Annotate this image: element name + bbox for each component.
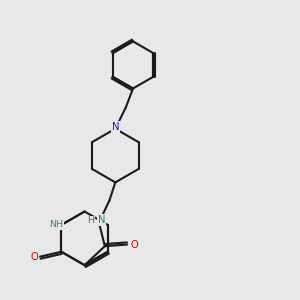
Text: NH: NH: [50, 220, 63, 230]
Text: O: O: [30, 252, 38, 262]
Text: N: N: [112, 122, 119, 132]
Text: H: H: [87, 217, 94, 226]
Text: N: N: [98, 215, 105, 225]
Text: O: O: [130, 239, 138, 250]
